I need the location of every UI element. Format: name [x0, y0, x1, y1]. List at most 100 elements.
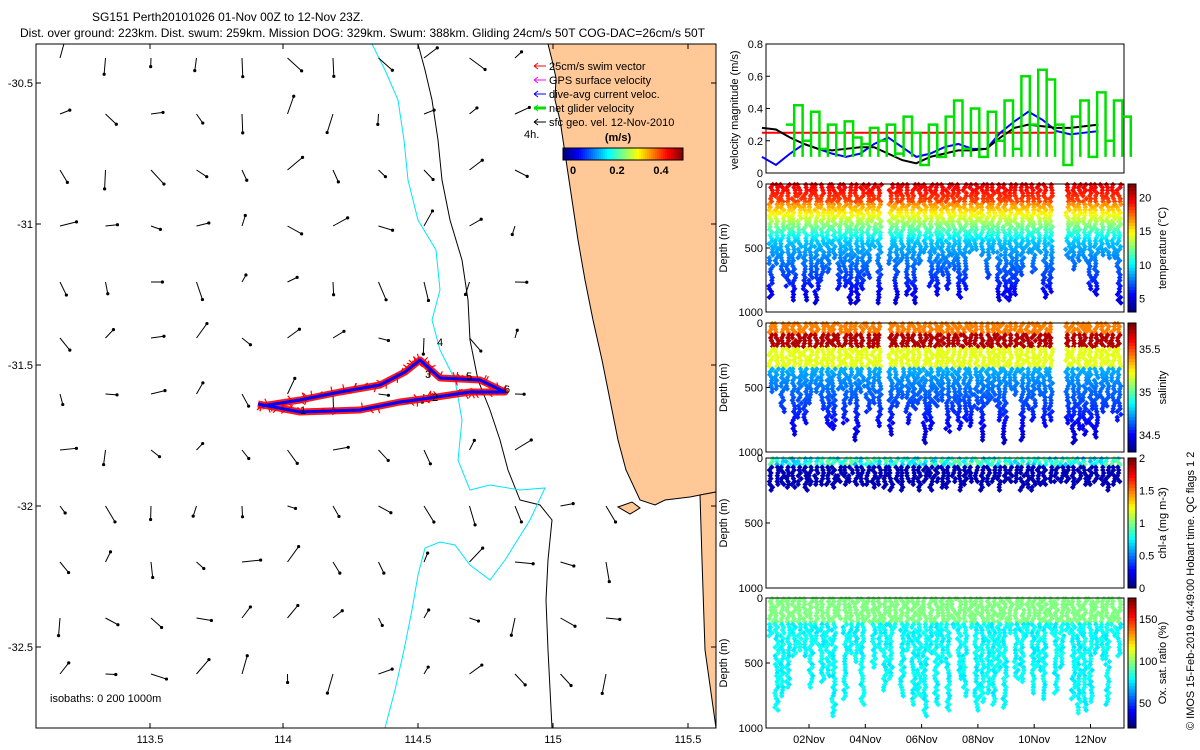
colorbar-cell — [675, 148, 678, 160]
colorbar-cell — [633, 148, 636, 160]
geo-velocity-arrowhead — [332, 293, 336, 297]
geo-velocity-arrowhead — [337, 514, 341, 519]
geo-velocity-arrow — [105, 673, 116, 676]
geo-velocity-arrow — [105, 224, 118, 227]
geo-velocity-arrow — [326, 673, 334, 694]
figure-title: SG151 Perth20101026 01-Nov 00Z to 12-Nov… — [92, 10, 364, 24]
colorbar-cell — [1128, 222, 1136, 227]
geo-velocity-arrowhead — [148, 517, 153, 522]
geo-velocity-arrowhead — [427, 608, 431, 612]
colorbar-cell — [599, 148, 602, 160]
colorbar-cell — [581, 148, 584, 160]
depth-ytick-label: 500 — [745, 243, 763, 255]
colorbar-cell — [1128, 364, 1136, 369]
geo-velocity-arrowhead — [108, 550, 113, 554]
geo-velocity-arrow — [332, 505, 340, 517]
geo-velocity-arrowhead — [113, 520, 117, 524]
geo-velocity-arrow — [241, 169, 248, 181]
colorbar-cell — [1128, 345, 1136, 350]
geo-velocity-arrow — [469, 505, 476, 526]
geo-velocity-arrow — [378, 393, 389, 396]
geo-velocity-arrowhead — [607, 579, 611, 584]
geo-velocity-arrowhead — [114, 122, 118, 126]
colorbar-cell — [663, 148, 666, 160]
geo-velocity-arrowhead — [340, 609, 344, 613]
colorbar-cell — [1128, 193, 1136, 198]
profile-sample — [784, 224, 790, 230]
geo-velocity-arrowhead — [325, 691, 330, 695]
geo-velocity-arrow — [510, 617, 516, 636]
waypoint-label: 2 — [432, 392, 438, 404]
velocity-ytick-label: 0 — [757, 168, 763, 180]
geo-velocity-arrow — [377, 113, 379, 125]
geo-velocity-arrowhead — [613, 520, 618, 524]
geo-velocity-arrow — [469, 664, 483, 675]
profile-sample — [766, 294, 773, 301]
geo-velocity-arrowhead — [435, 46, 439, 50]
geo-velocity-arrow — [59, 169, 68, 183]
geo-velocity-arrowhead — [519, 50, 524, 54]
colorbar-tick: 5 — [1139, 294, 1145, 306]
profile-sample — [766, 240, 772, 247]
colorbar-cell — [597, 148, 600, 160]
geo-velocity-arrow — [469, 440, 475, 451]
geo-velocity-arrowhead — [346, 445, 350, 449]
geo-velocity-arrowhead — [473, 523, 477, 527]
colorbar-cell — [571, 148, 574, 160]
lat-tick-label: -30.5 — [8, 78, 33, 90]
geo-velocity-arrowhead — [102, 72, 106, 76]
colorbar-cell — [1128, 397, 1136, 401]
geo-velocity-arrow — [59, 221, 77, 227]
geo-velocity-arrowhead — [332, 74, 336, 78]
colorbar-cell — [1128, 387, 1136, 392]
geo-velocity-arrow — [605, 561, 610, 582]
legend-arrow — [533, 90, 539, 98]
geo-velocity-arrow — [150, 449, 160, 458]
geo-velocity-arrow — [59, 393, 64, 405]
geo-velocity-arrow — [196, 617, 212, 621]
velocity-ylabel: velocity magnitude (m/s) — [729, 50, 741, 169]
colorbar-cell — [573, 148, 576, 160]
colorbar-cell — [631, 148, 634, 160]
profile-sample — [773, 260, 780, 267]
geo-velocity-arrow — [378, 505, 392, 514]
geo-velocity-arrowhead — [247, 456, 251, 461]
velocity-ytick-label: 0.6 — [748, 71, 763, 83]
colorbar-cell — [1128, 238, 1136, 243]
colorbar-cell — [645, 148, 648, 160]
colorbar-cell — [667, 148, 670, 160]
geo-velocity-arrow — [196, 659, 210, 675]
geo-velocity-arrowhead — [527, 105, 531, 110]
colorbar-cell — [1128, 374, 1136, 379]
colorbar-cell — [1128, 289, 1136, 294]
colorbar-cell — [1128, 200, 1136, 204]
figure-subtitle: Dist. over ground: 223km. Dist. swum: 25… — [20, 26, 706, 40]
geo-velocity-arrowhead — [428, 462, 432, 466]
geo-velocity-arrowhead — [573, 624, 577, 628]
geo-velocity-arrow — [58, 617, 61, 636]
geo-velocity-arrowhead — [66, 570, 71, 575]
geo-velocity-arrowhead — [325, 130, 329, 135]
geo-velocity-arrow — [287, 276, 298, 283]
geo-velocity-arrow — [378, 169, 386, 178]
geo-velocity-arrow — [287, 449, 298, 464]
geo-velocity-arrowhead — [162, 182, 166, 186]
geo-velocity-arrow — [192, 505, 197, 517]
colorbar-cell — [595, 148, 598, 160]
geo-velocity-arrowhead — [200, 297, 205, 302]
geo-velocity-arrow — [332, 561, 341, 574]
geo-velocity-arrowhead — [480, 158, 484, 162]
colorbar-cell — [647, 148, 650, 160]
geo-velocity-arrowhead — [160, 280, 165, 284]
colorbar-cell — [1128, 299, 1136, 303]
geo-velocity-arrow — [105, 113, 117, 125]
geo-velocity-arrow — [241, 57, 244, 77]
profile-sample — [769, 209, 776, 216]
colorbar-cell — [1128, 368, 1136, 372]
geo-velocity-arrowhead — [463, 292, 468, 297]
geo-velocity-arrow — [378, 337, 389, 341]
legend-entry: GPS surface velocity — [549, 75, 652, 87]
colorbar-cell — [1128, 432, 1136, 437]
